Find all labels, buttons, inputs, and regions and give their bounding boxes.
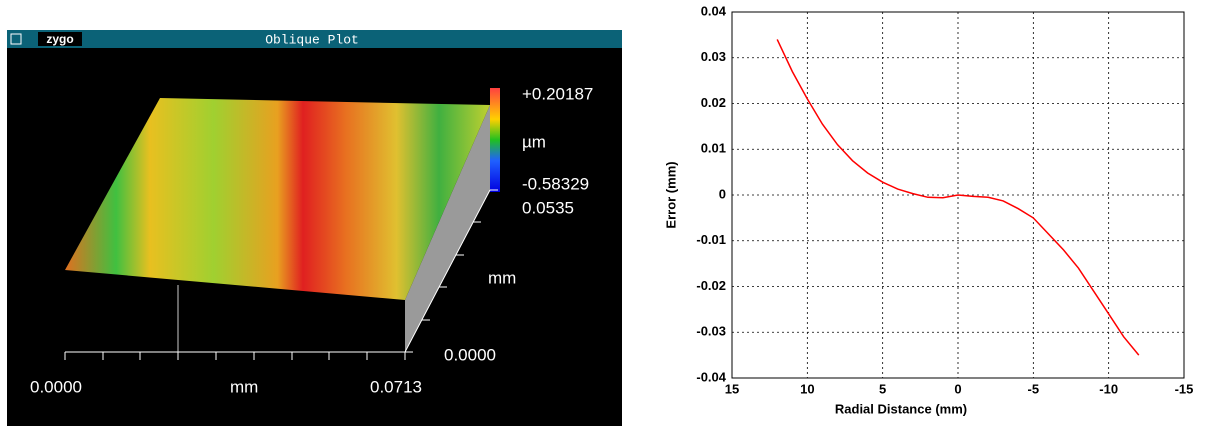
x-min: 0.0000 [30,377,82,396]
scale-min: -0.58329 [522,174,589,193]
x-tick-label: 10 [800,381,814,396]
figure: zygo Oblique Plot +0.20187 µm -0.58329 0… [0,0,1207,426]
x-max: 0.0713 [370,377,422,396]
y-unit: mm [488,268,516,287]
color-bar [490,88,500,192]
x-tick-label: -15 [1175,381,1194,396]
y-tick-label: 0.01 [701,141,726,156]
line-chart: Radial Distance (mm) Error (mm) -0.04 -0.… [663,3,1193,416]
x-tick-label: -5 [1028,381,1040,396]
x-tick-label: 5 [879,381,886,396]
y-min: 0.0000 [444,345,496,364]
logo: zygo [46,32,73,46]
window-title: Oblique Plot [265,32,359,47]
y-tick-label: -0.01 [696,232,726,247]
x-tick-label: -10 [1099,381,1118,396]
y-max: 0.0535 [522,198,574,217]
page: zygo Oblique Plot +0.20187 µm -0.58329 0… [0,0,1207,426]
y-tick-label: -0.04 [696,369,726,384]
y-tick-label: 0 [719,186,726,201]
x-tick-label: 0 [954,381,961,396]
y-tick-label: 0.03 [701,49,726,64]
y-axis-title: Error (mm) [663,161,678,228]
x-unit: mm [230,377,258,396]
scale-unit: µm [522,132,546,151]
y-tick-label: 0.02 [701,95,726,110]
x-axis-title: Radial Distance (mm) [835,401,967,416]
y-tick-label: -0.02 [696,278,726,293]
x-tick-label: 15 [725,381,739,396]
y-tick-label: -0.03 [696,324,726,339]
oblique-window: zygo Oblique Plot +0.20187 µm -0.58329 0… [7,30,622,426]
y-tick-label: 0.04 [701,3,727,18]
scale-max: +0.20187 [522,84,593,103]
